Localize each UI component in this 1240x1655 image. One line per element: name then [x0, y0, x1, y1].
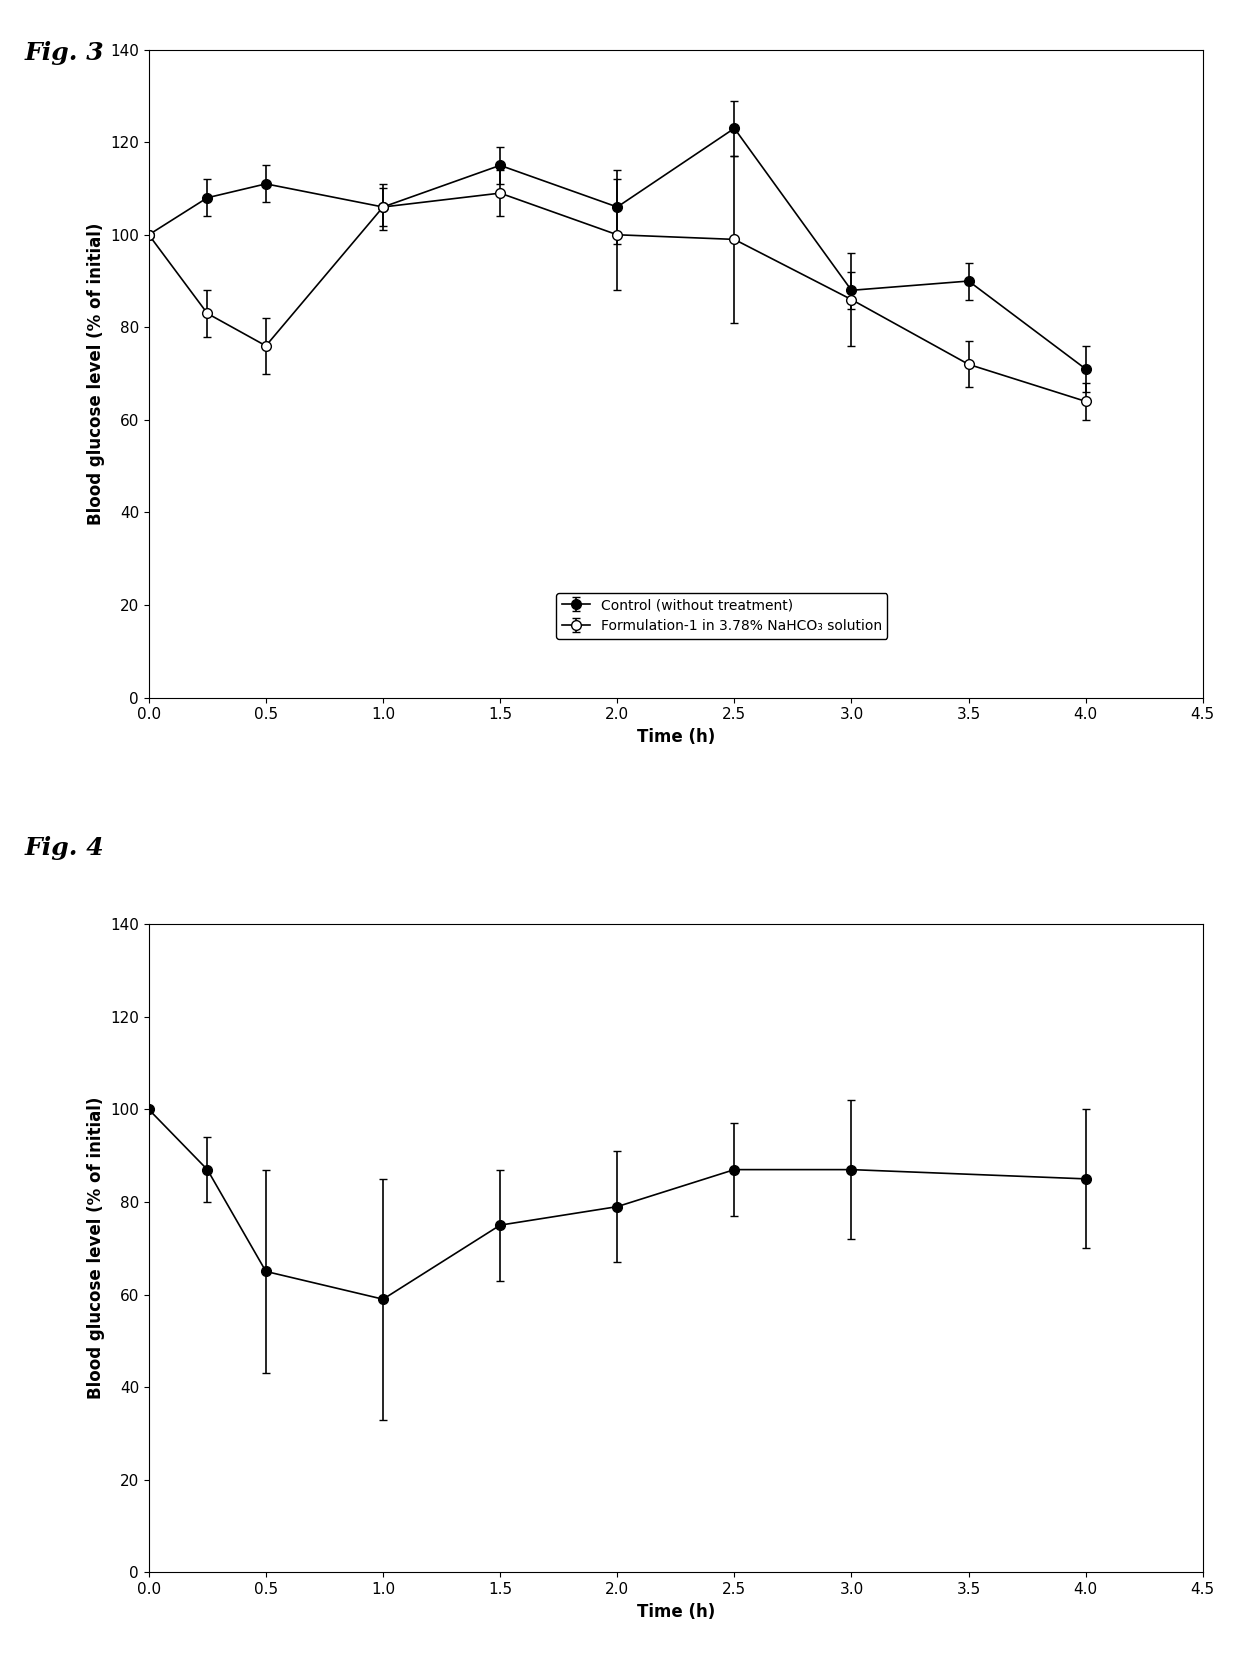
Y-axis label: Blood glucose level (% of initial): Blood glucose level (% of initial): [87, 222, 104, 525]
Text: Fig. 4: Fig. 4: [25, 836, 104, 861]
Text: Fig. 3: Fig. 3: [25, 41, 104, 66]
Legend: Control (without treatment), Formulation-1 in 3.78% NaHCO₃ solution: Control (without treatment), Formulation…: [557, 592, 888, 639]
Y-axis label: Blood glucose level (% of initial): Blood glucose level (% of initial): [87, 1097, 104, 1400]
X-axis label: Time (h): Time (h): [636, 1602, 715, 1620]
X-axis label: Time (h): Time (h): [636, 728, 715, 746]
